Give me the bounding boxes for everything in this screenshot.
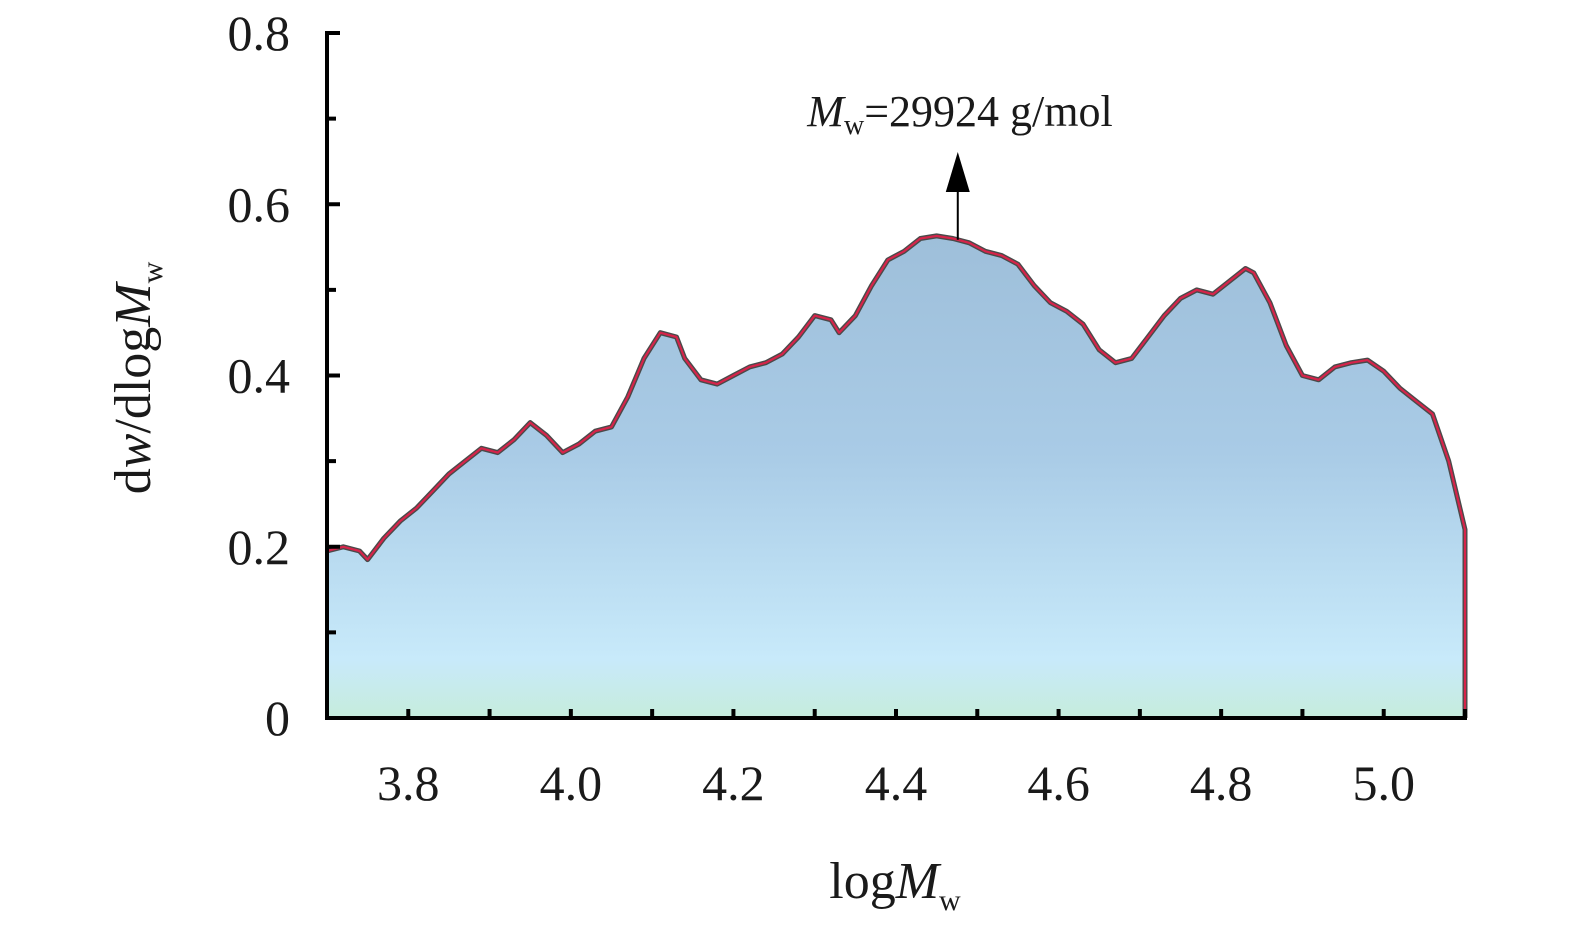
annotation-label: Mw=29924 g/mol [806,87,1112,141]
x-axis-label: logMw [829,853,961,917]
y-tick-label: 0.4 [228,348,291,404]
y-axis-label-d: d [105,468,162,494]
x-tick-label: 5.0 [1352,755,1415,811]
y-tick-label: 0.6 [228,176,291,232]
x-tick-label: 4.2 [702,755,765,811]
y-tick-label: 0.8 [228,5,291,61]
y-axis-label: dw/dlogMw [105,261,169,494]
annotation-label-subscript: w [844,110,865,141]
axes [325,31,1467,720]
annotation-arrow-head [945,152,970,192]
x-axis-label-main: log [829,853,895,910]
area-fill [327,235,1465,718]
x-tick-label: 4.0 [540,755,603,811]
x-axis-label-italic: M [895,853,942,910]
area-layer [326,233,1468,718]
y-axis-label-mid: /dlog [105,327,162,434]
annotation-label-value: =29924 g/mol [864,87,1113,136]
x-axis-label-subscript: w [939,884,961,917]
x-tick-label: 4.8 [1190,755,1253,811]
tick-labels: 0 0.2 0.4 0.6 0.8 3.8 4.0 4.2 4.4 4.6 4.8 5.0 [228,5,1415,811]
annotation-label-italic: M [806,87,846,136]
y-tick-label: 0 [265,690,290,746]
y-axis-label-italic: M [105,281,162,328]
peak-annotation: Mw=29924 g/mol [806,87,1113,240]
x-tick-label: 3.8 [377,755,440,811]
y-axis-label-w: w [105,433,162,468]
y-tick-label: 0.2 [228,519,291,575]
series-line [326,234,1467,718]
y-axis-label-subscript: w [136,261,169,283]
x-tick-label: 4.6 [1027,755,1090,811]
x-tick-label: 4.4 [865,755,928,811]
